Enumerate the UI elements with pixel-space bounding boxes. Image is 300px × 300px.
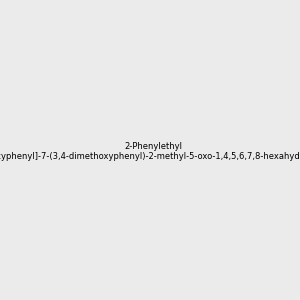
Text: 2-Phenylethyl 4-[4-(acetyloxy)-3-ethoxyphenyl]-7-(3,4-dimethoxyphenyl)-2-methyl-: 2-Phenylethyl 4-[4-(acetyloxy)-3-ethoxyp… [0, 142, 300, 161]
